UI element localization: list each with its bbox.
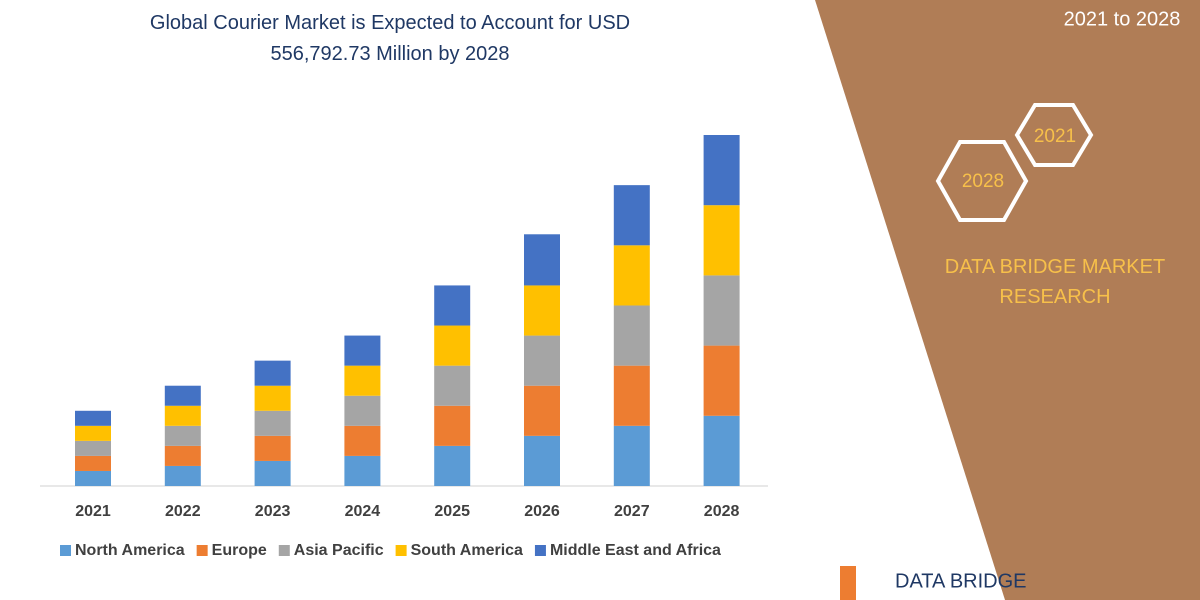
side-panel [815, 0, 1200, 600]
bar-segment [524, 335, 560, 386]
chart-title: Global Courier Market is Expected to Acc… [149, 12, 631, 65]
hexagon-label: 2021 [1034, 126, 1076, 147]
bar-segment [434, 365, 471, 406]
x-tick-label: 2028 [704, 503, 740, 520]
bar-segment [524, 385, 560, 436]
bar-segment [254, 410, 291, 436]
hexagon [935, 140, 1029, 222]
legend-label: North America [75, 542, 185, 559]
bar-segment [254, 435, 291, 461]
x-tick-label: 2021 [75, 503, 111, 520]
bar-segment [75, 470, 111, 486]
x-tick-label: 2026 [524, 503, 560, 520]
bar-segment [75, 455, 111, 471]
bar-segment [613, 245, 650, 306]
bar-segment [344, 365, 381, 396]
hexagon-label: 2028 [962, 171, 1004, 192]
legend-swatch [395, 545, 407, 556]
x-tick-label: 2023 [255, 503, 291, 520]
legend-swatch [60, 545, 71, 556]
bar-segment [434, 405, 471, 446]
bar-segment [434, 445, 471, 486]
logo-icon [840, 566, 856, 600]
bar-segment [703, 205, 740, 276]
bar-segment [524, 435, 560, 486]
bar-segment [254, 460, 291, 486]
x-tick-label: 2022 [165, 503, 201, 520]
bar-segment [164, 465, 201, 486]
bar-segment [164, 425, 201, 446]
brand: DATA BRIDGE MARKET RESEARCH [944, 256, 1166, 308]
legend-label: South America [411, 542, 523, 559]
bar-segment [75, 440, 111, 456]
x-tick-label: 2027 [614, 503, 650, 520]
bar-segment [434, 325, 471, 366]
bar-segment [164, 385, 201, 406]
bar-segment [703, 415, 740, 486]
bar-segment [613, 185, 650, 246]
bar-segment [75, 410, 111, 426]
bar-segment [703, 135, 740, 206]
period: 2021 to 2028 [1064, 8, 1181, 30]
bar-segment [434, 285, 471, 326]
hexagon [1014, 103, 1094, 167]
x-tick-label: 2024 [345, 503, 381, 520]
bar-segment [703, 275, 740, 346]
bar-segment [613, 365, 650, 426]
brand-box: DATA BRIDGE MARKET RESEARCH [944, 256, 1166, 308]
bar-segment [344, 425, 381, 456]
legend-label: Europe [212, 542, 267, 559]
bar-segment [164, 405, 201, 426]
bar-segment [344, 395, 381, 426]
bar-segment [613, 425, 650, 486]
bar-segment [344, 335, 381, 366]
bar-segment [75, 425, 111, 441]
bar-segment [613, 305, 650, 366]
bar-segment [254, 385, 291, 411]
legend-label: Middle East and Africa [550, 542, 721, 559]
bar-segment [164, 445, 201, 466]
bar-segment [703, 345, 740, 416]
x-tick-label: 2025 [434, 503, 470, 520]
legend-swatch [534, 545, 546, 556]
bar-segment [254, 360, 291, 386]
logo: DATA BRIDGE [895, 570, 1027, 592]
legend-swatch [196, 545, 208, 556]
bar-segment [524, 234, 560, 286]
legend-swatch [278, 545, 290, 556]
legend-label: Asia Pacific [294, 542, 384, 559]
bar-segment [344, 455, 381, 486]
bar-segment [524, 285, 560, 336]
